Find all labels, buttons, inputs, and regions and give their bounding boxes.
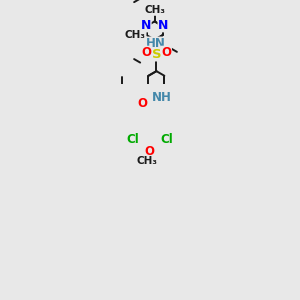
- Text: O: O: [138, 97, 148, 110]
- Text: Cl: Cl: [126, 133, 139, 146]
- Text: O: O: [161, 46, 171, 59]
- Text: O: O: [145, 145, 154, 158]
- Text: N: N: [141, 19, 151, 32]
- Text: HN: HN: [146, 37, 165, 50]
- Text: CH₃: CH₃: [125, 30, 146, 40]
- Text: CH₃: CH₃: [144, 5, 165, 15]
- Text: O: O: [142, 46, 152, 59]
- Text: S: S: [152, 48, 161, 61]
- Text: N: N: [158, 19, 169, 32]
- Text: Cl: Cl: [160, 133, 173, 146]
- Text: NH: NH: [152, 92, 172, 104]
- Text: CH₃: CH₃: [137, 156, 158, 166]
